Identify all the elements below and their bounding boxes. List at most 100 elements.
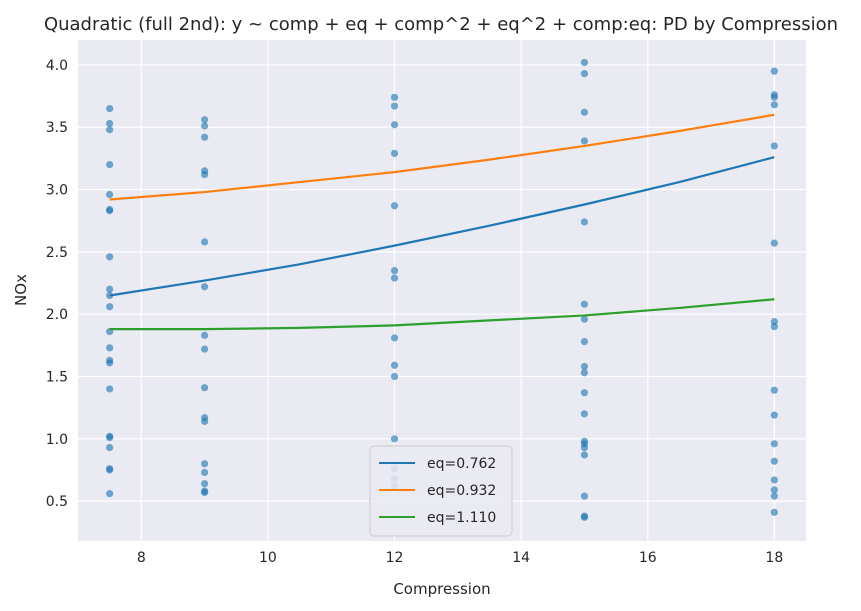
data-point: [580, 108, 589, 116]
data-point: [106, 161, 114, 169]
data-point: [106, 119, 114, 128]
y-tick-label: 2.5: [46, 245, 68, 261]
data-point: [580, 443, 589, 452]
y-tick-label: 1.0: [46, 432, 68, 448]
x-tick-label: 16: [639, 550, 657, 566]
data-point: [390, 361, 399, 369]
x-tick-label: 18: [765, 550, 783, 566]
fit-line-0: [109, 156, 775, 297]
y-tick-label: 0.5: [46, 494, 68, 510]
data-point: [106, 466, 114, 474]
data-point: [106, 253, 114, 261]
data-point: [201, 133, 209, 141]
data-point: [770, 67, 778, 75]
data-point: [390, 435, 399, 443]
data-point: [580, 218, 589, 226]
data-point: [201, 468, 209, 477]
data-point: [770, 101, 778, 109]
data-point: [770, 142, 778, 150]
data-point: [390, 93, 399, 101]
data-point: [580, 451, 589, 459]
data-point: [770, 239, 778, 247]
data-point: [390, 149, 399, 158]
data-point: [580, 337, 589, 346]
data-point: [770, 411, 778, 419]
data-point: [201, 480, 209, 488]
data-point: [201, 331, 209, 339]
data-point: [390, 274, 399, 282]
data-point: [580, 70, 589, 78]
legend-label-0: eq=0.762: [427, 456, 496, 472]
legend-label-2: eq=1.110: [427, 510, 496, 526]
x-tick-label: 10: [259, 550, 277, 566]
data-point: [201, 238, 209, 246]
y-axis-label: NOx: [12, 274, 30, 306]
data-point: [106, 190, 114, 199]
data-point: [106, 126, 114, 134]
data-point: [201, 488, 209, 496]
x-tick-label: 12: [386, 550, 404, 566]
legend-box: [369, 445, 513, 537]
data-point: [390, 372, 399, 381]
data-point: [201, 170, 209, 179]
data-point: [770, 457, 778, 465]
data-point: [580, 513, 589, 521]
data-point: [580, 389, 589, 397]
data-point: [390, 102, 399, 110]
data-point: [106, 490, 114, 498]
data-point: [390, 202, 399, 210]
data-point: [201, 345, 209, 353]
x-axis-label: Compression: [393, 580, 490, 598]
y-tick-labels: 0.5 1.0 1.5 2.0 2.5 3.0 3.5 4.0: [46, 58, 68, 510]
data-point: [580, 300, 589, 308]
data-point: [201, 116, 209, 124]
legend-label-1: eq=0.932: [427, 483, 496, 499]
data-point: [201, 384, 209, 392]
data-point: [770, 93, 778, 101]
data-point: [106, 385, 114, 393]
y-tick-label: 1.5: [46, 369, 68, 385]
fit-lines: [109, 113, 775, 331]
data-point: [106, 285, 114, 293]
data-point: [580, 362, 589, 371]
data-point: [770, 318, 778, 326]
data-point: [201, 122, 209, 130]
x-tick-labels: 8 10 12 14 16 18: [137, 550, 783, 566]
data-point: [390, 334, 399, 342]
y-tick-label: 3.0: [46, 183, 68, 199]
data-point: [390, 266, 399, 275]
data-point: [106, 443, 114, 452]
data-point: [770, 440, 778, 448]
data-point: [770, 486, 778, 494]
fit-line-2: [109, 298, 775, 331]
data-point: [580, 410, 589, 418]
y-tick-label: 3.5: [46, 120, 68, 136]
data-point: [770, 508, 778, 516]
data-point: [390, 121, 399, 129]
data-point: [106, 359, 114, 367]
x-tick-label: 8: [137, 550, 146, 566]
data-point: [580, 58, 589, 67]
data-point: [106, 433, 114, 442]
y-tick-label: 4.0: [46, 58, 68, 74]
data-point: [106, 344, 114, 352]
data-point: [770, 386, 778, 394]
data-point: [770, 492, 778, 500]
x-tick-label: 14: [512, 550, 530, 566]
data-point: [201, 283, 209, 291]
data-point: [770, 323, 778, 331]
data-point: [580, 315, 589, 323]
fit-line-1: [109, 113, 775, 201]
data-point: [201, 417, 209, 425]
data-point: [201, 460, 209, 468]
chart-title: Quadratic (full 2nd): y ~ comp + eq + co…: [44, 14, 838, 35]
data-point: [106, 207, 114, 215]
data-point: [580, 492, 589, 500]
data-point: [106, 303, 114, 311]
scatter-points: [106, 58, 778, 521]
data-point: [106, 104, 114, 113]
y-tick-label: 2.0: [46, 307, 68, 323]
data-point: [580, 369, 589, 377]
data-point: [770, 476, 778, 484]
